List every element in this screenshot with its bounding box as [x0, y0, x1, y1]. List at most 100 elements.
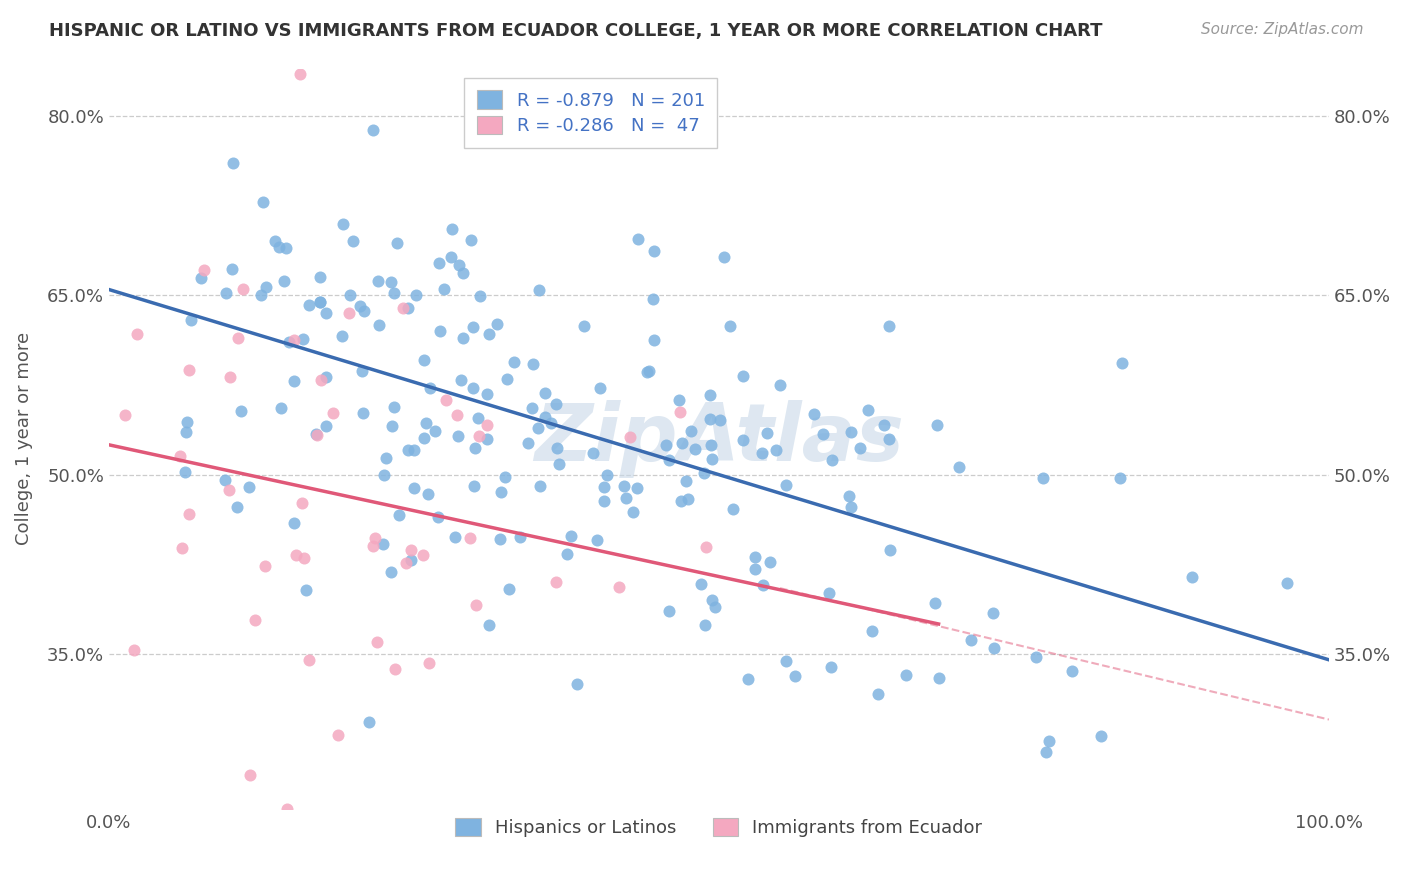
Point [352, 406, 374, 420]
Point [928, 672, 950, 686]
Point [803, 407, 825, 421]
Point [373, 468, 395, 483]
Point [382, 400, 405, 414]
Point [1035, 745, 1057, 759]
Point [721, 502, 744, 516]
Point [877, 318, 900, 333]
Point [371, 537, 394, 551]
Point [264, 234, 287, 248]
Point [546, 442, 568, 456]
Point [434, 392, 457, 407]
Point [560, 529, 582, 543]
Point [948, 459, 970, 474]
Text: HISPANIC OR LATINO VS IMMIGRANTS FROM ECUADOR COLLEGE, 1 YEAR OR MORE CORRELATIO: HISPANIC OR LATINO VS IMMIGRANTS FROM EC… [49, 22, 1102, 40]
Point [821, 453, 844, 467]
Point [304, 427, 326, 442]
Point [839, 500, 862, 515]
Point [619, 430, 641, 444]
Point [503, 354, 526, 368]
Point [489, 532, 512, 546]
Point [291, 332, 314, 346]
Point [267, 240, 290, 254]
Point [298, 653, 321, 667]
Point [614, 491, 637, 505]
Point [1090, 729, 1112, 743]
Point [775, 654, 797, 668]
Point [461, 320, 484, 334]
Point [586, 533, 609, 547]
Point [368, 318, 391, 332]
Point [896, 668, 918, 682]
Point [315, 418, 337, 433]
Point [253, 558, 276, 573]
Point [636, 365, 658, 379]
Point [751, 446, 773, 460]
Point [849, 441, 872, 455]
Point [174, 465, 197, 479]
Point [879, 542, 901, 557]
Point [405, 287, 427, 301]
Point [226, 500, 249, 515]
Point [396, 442, 419, 457]
Point [450, 373, 472, 387]
Point [416, 487, 439, 501]
Point [463, 479, 485, 493]
Point [427, 510, 450, 524]
Point [440, 250, 463, 264]
Point [489, 485, 512, 500]
Point [555, 548, 578, 562]
Point [174, 425, 197, 439]
Point [418, 656, 440, 670]
Point [744, 550, 766, 565]
Point [419, 381, 441, 395]
Point [401, 553, 423, 567]
Point [367, 275, 389, 289]
Point [381, 418, 404, 433]
Point [679, 424, 702, 438]
Point [429, 324, 451, 338]
Point [856, 402, 879, 417]
Point [425, 424, 447, 438]
Point [273, 274, 295, 288]
Point [295, 582, 318, 597]
Point [387, 236, 409, 251]
Point [308, 269, 330, 284]
Point [671, 436, 693, 450]
Point [675, 475, 697, 489]
Point [769, 378, 792, 392]
Point [693, 617, 716, 632]
Point [447, 258, 470, 272]
Point [125, 327, 148, 342]
Point [218, 483, 240, 498]
Point [288, 67, 311, 81]
Point [613, 479, 636, 493]
Point [193, 262, 215, 277]
Point [291, 496, 314, 510]
Point [643, 244, 665, 259]
Point [374, 451, 396, 466]
Point [759, 555, 782, 569]
Point [811, 426, 834, 441]
Point [467, 410, 489, 425]
Point [700, 451, 723, 466]
Point [276, 802, 298, 816]
Point [658, 453, 681, 467]
Point [388, 508, 411, 522]
Point [478, 327, 501, 342]
Point [380, 275, 402, 289]
Point [627, 232, 650, 246]
Point [249, 288, 271, 302]
Point [496, 372, 519, 386]
Point [180, 313, 202, 327]
Point [339, 287, 361, 301]
Point [494, 469, 516, 483]
Point [1025, 650, 1047, 665]
Point [283, 375, 305, 389]
Point [658, 604, 681, 618]
Point [366, 635, 388, 649]
Point [285, 548, 308, 562]
Point [1038, 734, 1060, 748]
Point [308, 295, 330, 310]
Point [668, 392, 690, 407]
Point [775, 478, 797, 492]
